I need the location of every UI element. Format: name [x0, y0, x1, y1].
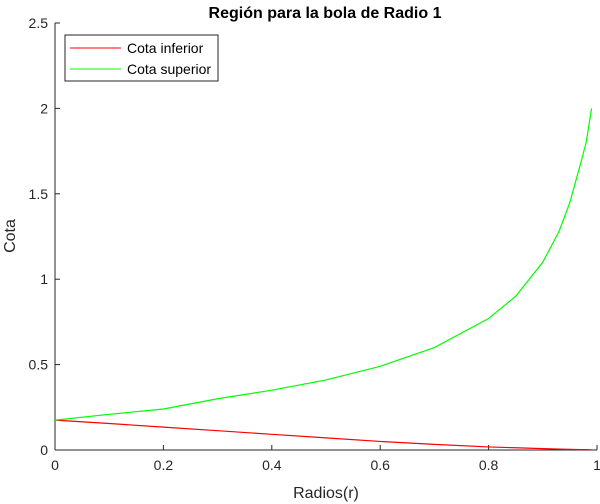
y-tick-label: 1 — [40, 271, 48, 287]
legend-box — [64, 34, 219, 82]
legend-label-cota-superior: Cota superior — [127, 61, 211, 77]
chart-title: Región para la bola de Radio 1 — [209, 5, 442, 22]
y-tick-label: 0.5 — [29, 357, 49, 373]
series-line-cota-superior — [54, 108, 593, 421]
x-tick-label: 0.8 — [479, 457, 499, 473]
series-line-cota-inferior — [54, 419, 592, 451]
x-axis-label: Radios(r) — [293, 485, 359, 502]
plot-area: 0 0.2 0.4 0.6 0.8 1 0 0.5 1 1.5 2 2.5 — [29, 15, 600, 473]
y-ticks: 0 0.5 1 1.5 2 2.5 — [29, 15, 60, 458]
legend-label-cota-inferior: Cota inferior — [127, 40, 204, 56]
x-tick-label: 0.2 — [154, 457, 174, 473]
y-tick-label: 2 — [40, 100, 48, 116]
series-lines — [54, 108, 593, 451]
x-ticks: 0 0.2 0.4 0.6 0.8 1 — [51, 445, 600, 473]
x-tick-label: 0.4 — [262, 457, 282, 473]
y-axis-label: Cota — [2, 219, 19, 253]
y-tick-label: 2.5 — [29, 15, 49, 31]
x-tick-label: 0 — [51, 457, 59, 473]
legend: Cota inferior Cota superior — [64, 34, 219, 82]
y-tick-label: 1.5 — [29, 186, 49, 202]
x-tick-label: 0.6 — [370, 457, 390, 473]
y-tick-label: 0 — [40, 442, 48, 458]
x-tick-label: 1 — [593, 457, 600, 473]
